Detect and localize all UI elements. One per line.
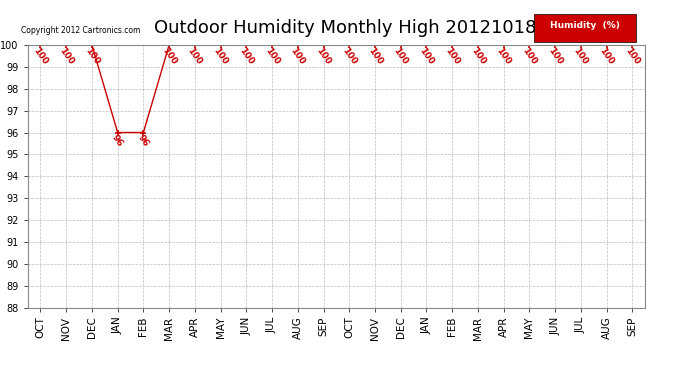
Text: 100: 100	[623, 46, 641, 66]
Text: 100: 100	[83, 46, 101, 66]
Text: Copyright 2012 Cartronics.com: Copyright 2012 Cartronics.com	[21, 26, 141, 34]
Text: 100: 100	[186, 46, 204, 66]
Text: 100: 100	[443, 46, 461, 66]
FancyBboxPatch shape	[534, 13, 636, 42]
Text: 100: 100	[160, 46, 178, 66]
Text: 100: 100	[469, 46, 487, 66]
Text: 100: 100	[212, 46, 230, 66]
Text: 100: 100	[495, 46, 513, 66]
Text: 96: 96	[136, 134, 150, 149]
Text: 100: 100	[340, 46, 358, 66]
Text: 96: 96	[110, 134, 125, 149]
Text: Humidity  (%): Humidity (%)	[550, 21, 620, 30]
Text: Outdoor Humidity Monthly High 20121018: Outdoor Humidity Monthly High 20121018	[154, 19, 536, 37]
Text: 100: 100	[263, 46, 281, 66]
Text: 100: 100	[289, 46, 307, 66]
Text: 100: 100	[366, 46, 384, 66]
Text: 100: 100	[520, 46, 538, 66]
Text: 100: 100	[598, 46, 615, 66]
Text: 100: 100	[417, 46, 435, 66]
Text: 100: 100	[315, 46, 333, 66]
Text: 100: 100	[546, 46, 564, 66]
Text: 100: 100	[572, 46, 590, 66]
Text: 100: 100	[32, 46, 50, 66]
Text: 100: 100	[237, 46, 255, 66]
Text: 100: 100	[57, 46, 75, 66]
Text: 100: 100	[392, 46, 410, 66]
